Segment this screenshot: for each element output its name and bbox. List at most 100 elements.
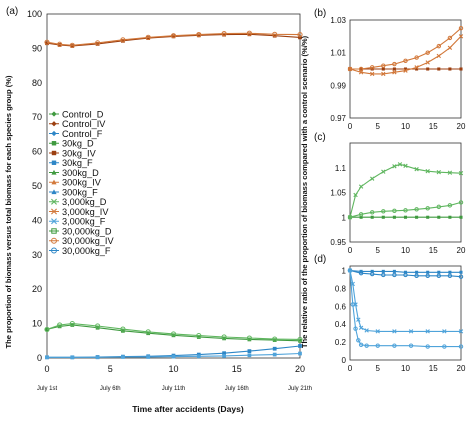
panel-a-data-point <box>146 355 151 359</box>
panel-a-data-point <box>57 322 63 328</box>
panel-d-data-point <box>381 269 385 273</box>
panel-b-series-line <box>350 27 462 70</box>
panel-a-x-tick-label: 15 <box>232 364 242 374</box>
panel-b-data-point <box>403 67 408 71</box>
panel-b-data-point <box>415 67 419 71</box>
panel-b-data-point <box>436 43 442 49</box>
legend-label: Control_IV <box>62 119 106 129</box>
legend-marker <box>51 130 57 137</box>
legend-marker <box>51 228 57 234</box>
panel-d-data-point <box>356 317 361 322</box>
panel-a-label: (a) <box>6 6 18 17</box>
panel-d-data-point <box>458 329 464 334</box>
panel-b-x-tick-label: 20 <box>457 122 466 131</box>
panel-b-data-point <box>347 66 353 72</box>
panel-c-data-point <box>447 170 453 175</box>
panel-a-x-tick-label: 20 <box>295 364 305 374</box>
panel-d-data-point <box>458 274 464 279</box>
panel-d-data-point <box>364 343 369 348</box>
panel-a-data-point <box>121 38 125 43</box>
panel-b-data-point <box>403 68 408 73</box>
panel-c-data-point <box>403 163 408 168</box>
panel-a-data-point <box>57 324 62 329</box>
legend-label: 30,000kg_D <box>62 226 112 236</box>
panel-b-data-point <box>392 67 396 71</box>
panel-b-data-point <box>381 63 386 68</box>
panel-b-y-tick-label: 0.97 <box>330 114 346 123</box>
panel-c-y-tick-label: 0.95 <box>330 238 346 247</box>
panel-c-data-point <box>403 215 408 219</box>
panel-b-data-point <box>414 55 419 60</box>
panel-a-data-point <box>246 335 252 341</box>
panel-a-x-date-label: July 21th <box>288 386 312 392</box>
panel-a-data-point <box>120 37 126 43</box>
panel-a-y-tick-label: 20 <box>32 284 42 294</box>
panel-b-data-point <box>392 70 397 75</box>
panel-a-x-tick-label: 0 <box>44 364 49 374</box>
panel-b-data-point <box>447 45 453 50</box>
panel-a-data-point <box>95 323 101 329</box>
panel-a-y-tick-label: 80 <box>32 78 42 88</box>
panel-b-data-point <box>403 58 408 64</box>
panel-b-data-point <box>436 53 441 59</box>
right-y-axis-label: The relative ratio of the proportion of … <box>300 35 309 348</box>
legend-marker <box>51 189 57 195</box>
panel-d-x-tick-label: 20 <box>457 364 466 373</box>
panel-d-data-point <box>369 271 375 277</box>
panel-a-data-point <box>95 40 101 46</box>
panel-a-y-axis-label: The proportion of biomass versus total b… <box>4 75 13 348</box>
panel-c-data-point <box>392 215 396 219</box>
panel-a-data-point <box>221 31 227 37</box>
panel-d-x-tick-label: 10 <box>401 364 410 373</box>
panel-a-data-point <box>120 326 126 332</box>
panel-c-x-tick-label: 0 <box>348 246 353 255</box>
panel-b-data-point <box>459 67 463 71</box>
panel-d-data-point <box>375 343 380 348</box>
panel-c-data-point <box>426 215 430 219</box>
panel-d-series-line <box>349 270 461 332</box>
panel-d-data-point <box>436 273 442 279</box>
panel-a-data-point <box>70 323 75 327</box>
panel-a-data-point <box>247 32 252 37</box>
panel-c-x-tick-label: 10 <box>401 246 410 255</box>
panel-b-data-point <box>447 35 453 41</box>
panel-b: (b) 0.97 0.99 1.01 1.03 0 5 10 15 20 <box>314 8 466 131</box>
panel-b-data-point <box>381 71 386 77</box>
panel-c-series-line <box>349 201 462 218</box>
panel-d-data-point <box>458 344 464 349</box>
panel-d-x-tick-label: 0 <box>348 364 353 373</box>
panel-a-y-tick-label: 90 <box>32 43 42 53</box>
panel-a-data-point <box>45 355 49 360</box>
panel-a-data-point <box>196 333 202 339</box>
panel-a-data-point <box>222 354 226 358</box>
panel-a-data-point <box>145 329 151 335</box>
panel-d-data-point <box>350 302 355 307</box>
panel-d-data-point <box>442 329 447 334</box>
panel-c-data-point <box>414 207 419 212</box>
legend-marker <box>51 160 57 165</box>
panel-d-data-point <box>426 270 430 274</box>
panel-d-frame <box>349 265 462 361</box>
panel-a-data-point <box>247 353 252 358</box>
panel-b-data-point <box>381 67 385 71</box>
panel-a-data-point <box>246 30 252 36</box>
panel-a-y-tick-label: 70 <box>32 112 42 122</box>
panel-c-data-point <box>458 171 464 176</box>
panel-a-data-point <box>171 34 176 39</box>
legend-label: 30,000kg_F <box>62 246 111 256</box>
legend-label: 3,000kg_D <box>62 197 107 207</box>
panel-a-data-point <box>272 33 277 38</box>
panel-a-data-point <box>221 334 227 340</box>
legend-marker <box>51 198 57 205</box>
panel-a-data-point <box>171 354 176 359</box>
panel-d-data-point <box>448 270 452 274</box>
panel-c-data-point <box>447 203 453 208</box>
panel-c-data-point <box>358 184 364 189</box>
panel-a-x-tick-label: 5 <box>108 364 113 374</box>
panel-a-data-point <box>298 35 302 40</box>
panel-d-data-point <box>408 329 414 334</box>
panel-a-data-point <box>57 43 62 47</box>
panel-c-data-point <box>347 215 353 220</box>
panel-a-data-point <box>196 354 201 359</box>
